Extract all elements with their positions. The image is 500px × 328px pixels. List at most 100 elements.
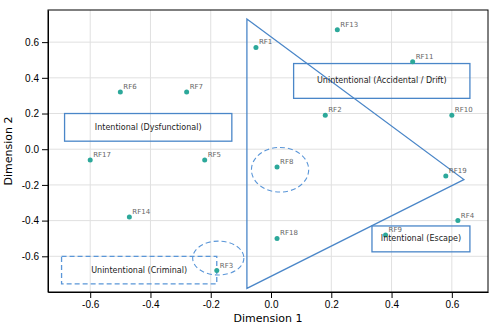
point <box>118 90 123 95</box>
tick-mark <box>392 292 393 298</box>
point-label: RF7 <box>190 83 203 91</box>
point <box>202 157 207 162</box>
point <box>335 27 340 32</box>
point <box>323 113 328 118</box>
x-axis: -0.6 -0.4 -0.2 0.0 0.2 0.4 0.6 <box>49 292 489 310</box>
tick: 0.2 <box>325 292 339 310</box>
box-label: Intentional (Dysfunctional) <box>95 123 202 132</box>
point-label: RF9 <box>389 226 402 234</box>
plot-frame <box>48 10 488 292</box>
point <box>449 113 454 118</box>
tick-mark <box>150 292 151 298</box>
point-label: RF2 <box>328 106 341 114</box>
tick-label: -0.2 <box>203 299 221 310</box>
box <box>294 64 470 99</box>
tick-label: 0.2 <box>25 108 39 119</box>
point <box>443 173 448 178</box>
point-label: RF19 <box>449 167 467 175</box>
tick-label: 0.0 <box>265 299 279 310</box>
point-label: RF13 <box>340 21 358 29</box>
grid-line <box>90 10 91 292</box>
point-label: RF10 <box>455 106 473 114</box>
point-label: RF17 <box>93 151 111 159</box>
tick: -0.6 <box>22 251 48 262</box>
tick-mark <box>42 256 48 257</box>
tick-mark <box>331 292 332 298</box>
y-axis: -0.6 -0.4 -0.2 0.0 0.2 0.4 0.6 <box>22 11 49 293</box>
tick: 0.4 <box>25 73 48 84</box>
tick-label: 0.6 <box>445 299 459 310</box>
tick-label: -0.2 <box>22 180 40 191</box>
point-label: RF11 <box>416 53 434 61</box>
tick-label: 0.6 <box>25 37 39 48</box>
point <box>88 157 93 162</box>
tick-mark <box>42 78 48 79</box>
tick-mark <box>42 42 48 43</box>
y-axis-title: Dimension 2 <box>2 117 15 186</box>
grid <box>48 10 488 292</box>
grid-line <box>391 10 392 292</box>
box-label: Intentional (Escape) <box>381 234 461 243</box>
point <box>253 45 258 50</box>
tick-label: -0.6 <box>82 299 100 310</box>
tick-label: 0.4 <box>385 299 399 310</box>
grid-line <box>48 220 488 221</box>
point-label: RF8 <box>280 158 293 166</box>
point-label: RF18 <box>280 229 298 237</box>
tick-mark <box>42 221 48 222</box>
tick-label: -0.4 <box>142 299 160 310</box>
grid-line <box>331 10 332 292</box>
point-label: RF1 <box>259 38 272 46</box>
grid-line <box>451 10 452 292</box>
tick-mark <box>42 149 48 150</box>
box <box>62 256 217 284</box>
tick: 0.6 <box>445 292 459 310</box>
x-axis-title: Dimension 1 <box>234 312 303 325</box>
tick-label: 0.2 <box>325 299 339 310</box>
point-label: RF4 <box>461 212 475 220</box>
point-label: RF5 <box>208 151 221 159</box>
tick-mark <box>271 292 272 298</box>
plot: -0.6 -0.4 -0.2 0.0 0.2 0.4 0.6 -0.6 -0.4 -0.2 0.0 0… <box>22 10 489 310</box>
axis-line <box>49 292 489 293</box>
grid-line <box>150 10 151 292</box>
tick: 0.6 <box>25 37 48 48</box>
point <box>275 165 280 170</box>
tick: 0.0 <box>265 292 279 310</box>
point <box>410 59 415 64</box>
point-label: RF6 <box>123 83 137 91</box>
point <box>184 90 189 95</box>
tick: -0.2 <box>22 180 48 191</box>
marks <box>62 19 470 289</box>
tick: -0.2 <box>203 292 221 310</box>
tick-label: -0.6 <box>22 251 40 262</box>
tick: 0.4 <box>385 292 399 310</box>
tick-mark <box>90 292 91 298</box>
tick: -0.4 <box>142 292 160 310</box>
triangle <box>247 19 464 289</box>
point <box>127 215 132 220</box>
grid-line <box>271 10 272 292</box>
tick-label: 0.4 <box>25 73 39 84</box>
point <box>214 268 219 273</box>
tick: 0.2 <box>25 108 48 119</box>
chart: -0.6 -0.4 -0.2 0.0 0.2 0.4 0.6 -0.6 -0.4 -0.2 0.0 0… <box>0 0 500 328</box>
tick: -0.6 <box>82 292 100 310</box>
box-label: Unintentional (Criminal) <box>91 266 187 275</box>
tick-label: -0.4 <box>22 215 40 226</box>
ellipse <box>251 147 308 192</box>
point-label: RF3 <box>220 262 233 270</box>
tick-mark <box>452 292 453 298</box>
tick: 0.0 <box>25 144 48 155</box>
tick: -0.4 <box>22 215 48 226</box>
grid-line <box>48 184 488 185</box>
box <box>65 114 232 142</box>
point <box>275 236 280 241</box>
box-label: Unintentional (Accidental / Drift) <box>317 76 447 85</box>
box <box>372 226 470 252</box>
ellipse <box>193 241 244 275</box>
texts: Intentional (Dysfunctional) Unintentional… <box>91 21 475 275</box>
tick-mark <box>42 185 48 186</box>
tick-label: 0.0 <box>25 144 39 155</box>
tick-mark <box>42 114 48 115</box>
